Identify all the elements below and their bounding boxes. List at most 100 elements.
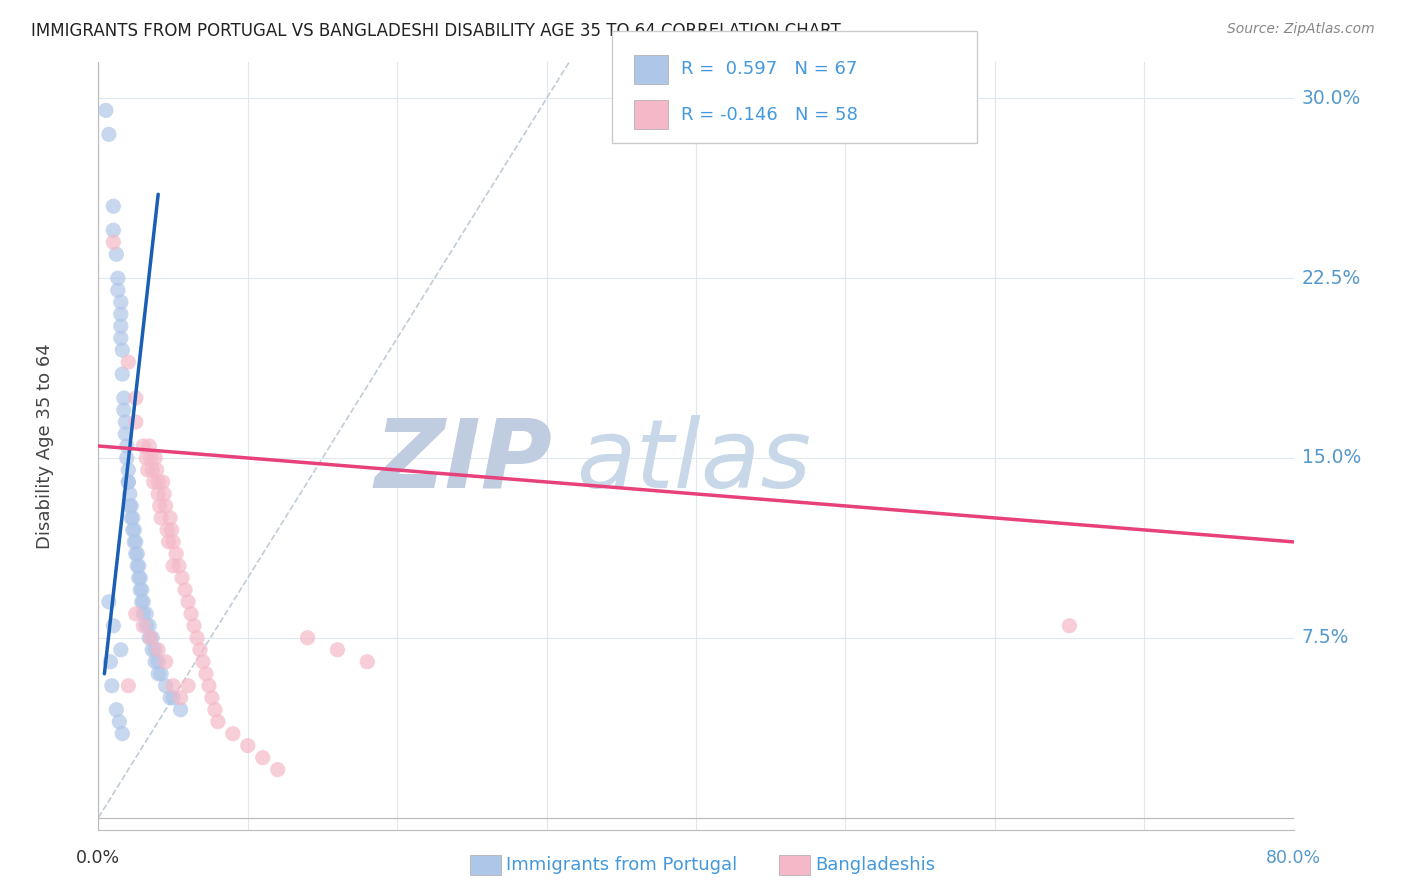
Text: R = -0.146   N = 58: R = -0.146 N = 58 [681, 105, 858, 124]
Point [159, 511, 181, 525]
Point [115, 450, 138, 465]
Point [148, 475, 170, 489]
Point [117, 463, 139, 477]
Point [107, 271, 129, 285]
Point [191, 655, 214, 669]
Point [141, 642, 163, 657]
Text: atlas: atlas [576, 415, 811, 508]
Point [112, 403, 135, 417]
Point [157, 534, 180, 549]
Point [148, 655, 170, 669]
Point [98, 655, 122, 669]
Point [132, 619, 155, 633]
Text: IMMIGRANTS FROM PORTUGAL VS BANGLADESHI DISABILITY AGE 35 TO 64 CORRELATION CHAR: IMMIGRANTS FROM PORTUGAL VS BANGLADESHI … [31, 22, 841, 40]
Point [131, 595, 153, 609]
Point [155, 655, 177, 669]
Text: Disability Age 35 to 64: Disability Age 35 to 64 [35, 343, 53, 549]
Point [132, 595, 155, 609]
Point [174, 582, 197, 597]
Point [162, 558, 184, 573]
Point [129, 582, 152, 597]
Point [155, 679, 177, 693]
Point [177, 679, 200, 693]
Point [148, 487, 170, 501]
Point [1059, 619, 1081, 633]
Point [112, 391, 135, 405]
Point [150, 666, 173, 681]
Point [121, 511, 143, 525]
Point [152, 475, 174, 489]
Point [159, 690, 181, 705]
Point [169, 703, 191, 717]
Point [118, 499, 141, 513]
Point [110, 319, 132, 334]
Point [108, 714, 131, 729]
Text: 30.0%: 30.0% [1302, 89, 1361, 108]
Point [105, 247, 128, 261]
Point [267, 763, 290, 777]
Point [97, 595, 120, 609]
Text: ZIP: ZIP [374, 415, 553, 508]
Point [207, 714, 229, 729]
Point [111, 367, 134, 381]
Point [177, 595, 200, 609]
Point [127, 558, 149, 573]
Point [143, 642, 166, 657]
Point [127, 547, 149, 561]
Point [103, 235, 125, 250]
Point [138, 439, 160, 453]
Point [107, 283, 129, 297]
Point [124, 534, 146, 549]
Point [148, 666, 170, 681]
Point [252, 750, 274, 764]
Point [131, 582, 153, 597]
Point [162, 679, 184, 693]
Point [117, 679, 139, 693]
Point [135, 450, 157, 465]
Point [125, 547, 148, 561]
Point [236, 739, 259, 753]
Text: Source: ZipAtlas.com: Source: ZipAtlas.com [1227, 22, 1375, 37]
Point [118, 487, 141, 501]
Point [195, 666, 218, 681]
Point [135, 607, 157, 621]
Point [156, 523, 179, 537]
Point [183, 619, 205, 633]
Point [139, 450, 162, 465]
Point [160, 523, 183, 537]
Point [142, 475, 165, 489]
Point [111, 726, 134, 740]
Point [165, 547, 187, 561]
Point [115, 439, 138, 453]
Point [117, 475, 139, 489]
Point [125, 607, 148, 621]
Point [141, 631, 163, 645]
Point [121, 523, 143, 537]
Point [204, 703, 226, 717]
Point [162, 534, 184, 549]
Text: 7.5%: 7.5% [1302, 628, 1350, 648]
Point [101, 679, 124, 693]
Point [132, 439, 155, 453]
Point [97, 128, 120, 142]
Text: Bangladeshis: Bangladeshis [815, 856, 935, 874]
Point [132, 607, 155, 621]
Point [180, 607, 202, 621]
Point [169, 690, 191, 705]
Point [148, 642, 170, 657]
Point [149, 499, 172, 513]
Point [155, 499, 177, 513]
Text: 15.0%: 15.0% [1302, 449, 1361, 467]
Point [143, 655, 166, 669]
Point [110, 295, 132, 310]
Text: 22.5%: 22.5% [1302, 268, 1361, 288]
Point [120, 511, 142, 525]
Point [105, 703, 128, 717]
Point [222, 726, 245, 740]
Point [124, 523, 146, 537]
Point [129, 571, 152, 585]
Point [136, 463, 159, 477]
Point [201, 690, 224, 705]
Point [110, 307, 132, 321]
Point [198, 679, 221, 693]
